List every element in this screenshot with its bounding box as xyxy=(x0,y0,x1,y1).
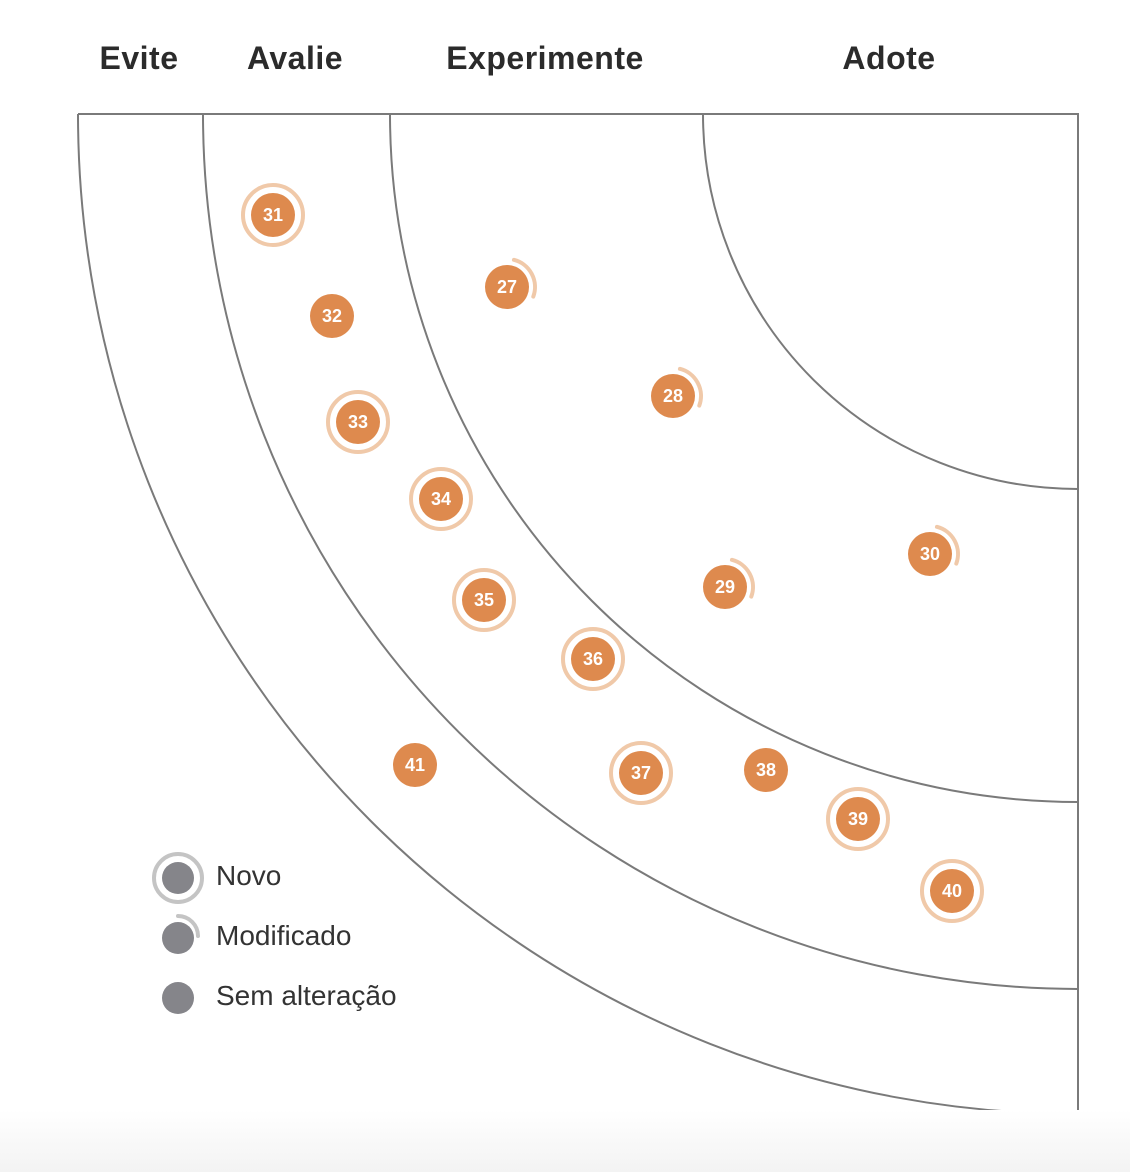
blip-number: 32 xyxy=(322,306,342,326)
blip-29[interactable]: 29 xyxy=(703,557,755,609)
ring-arc-experimente xyxy=(389,113,1079,803)
blip-number: 31 xyxy=(263,205,283,225)
blip-28[interactable]: 28 xyxy=(651,366,703,418)
blip-32[interactable]: 32 xyxy=(310,294,354,338)
blip-modified-arc xyxy=(511,257,537,299)
blip-40[interactable]: 40 xyxy=(920,859,984,923)
blip-dot xyxy=(908,532,952,576)
ring-label-avalie: Avalie xyxy=(246,40,344,76)
legend-novo-icon xyxy=(152,852,204,904)
blip-dot xyxy=(419,477,463,521)
blips-layer: 27 28 29 30 31 32 33 34 35 36 37 38 39 40 41 xyxy=(241,183,984,923)
blip-dot xyxy=(310,294,354,338)
blip-new-ring xyxy=(920,859,984,923)
blip-dot xyxy=(571,637,615,681)
blip-new-ring xyxy=(409,467,473,531)
blip-new-ring xyxy=(241,183,305,247)
ring-label-experimente: Experimente xyxy=(446,40,644,76)
blip-number: 35 xyxy=(474,590,494,610)
legend-label-novo: Novo xyxy=(216,860,282,891)
blip-new-ring xyxy=(326,390,390,454)
blip-dot xyxy=(251,193,295,237)
blip-dot xyxy=(930,869,974,913)
blip-number: 28 xyxy=(663,386,683,406)
blip-35[interactable]: 35 xyxy=(452,568,516,632)
blip-number: 36 xyxy=(583,649,603,669)
blip-30[interactable]: 30 xyxy=(908,524,960,576)
blip-33[interactable]: 33 xyxy=(326,390,390,454)
blip-number: 38 xyxy=(756,760,776,780)
ring-arcs xyxy=(77,113,1079,1115)
blip-dot xyxy=(462,578,506,622)
blip-number: 39 xyxy=(848,809,868,829)
blip-dot xyxy=(651,374,695,418)
blip-number: 37 xyxy=(631,763,651,783)
blip-41[interactable]: 41 xyxy=(393,743,437,787)
legend-item-sem-alteracao: Sem alteração xyxy=(150,966,397,1026)
bottom-band xyxy=(0,1110,1130,1172)
legend-item-modificado: Modificado xyxy=(150,906,397,966)
legend-sem-alteracao-icon xyxy=(162,982,194,1014)
blip-number: 41 xyxy=(405,755,425,775)
blip-number: 30 xyxy=(920,544,940,564)
blip-new-ring xyxy=(452,568,516,632)
blip-dot xyxy=(485,265,529,309)
blip-31[interactable]: 31 xyxy=(241,183,305,247)
blip-number: 34 xyxy=(431,489,451,509)
legend-modificado-icon xyxy=(162,914,200,954)
blip-dot xyxy=(393,743,437,787)
blip-dot xyxy=(619,751,663,795)
blip-number: 33 xyxy=(348,412,368,432)
legend-label-modificado: Modificado xyxy=(216,920,352,951)
blip-number: 40 xyxy=(942,881,962,901)
blip-new-ring xyxy=(826,787,890,851)
blip-37[interactable]: 37 xyxy=(609,741,673,805)
blip-36[interactable]: 36 xyxy=(561,627,625,691)
blip-27[interactable]: 27 xyxy=(485,257,537,309)
ring-arc-avalie xyxy=(202,113,1079,990)
blip-39[interactable]: 39 xyxy=(826,787,890,851)
blip-number: 27 xyxy=(497,277,517,297)
quadrant-frame xyxy=(78,113,1079,1114)
blip-modified-arc xyxy=(934,524,960,566)
blip-dot xyxy=(703,565,747,609)
ring-label-evite: Evite xyxy=(99,40,179,76)
legend: Novo Modificado Sem alteração xyxy=(150,846,397,1026)
blip-38[interactable]: 38 xyxy=(744,748,788,792)
blip-dot xyxy=(744,748,788,792)
blip-new-ring xyxy=(609,741,673,805)
legend-item-novo: Novo xyxy=(150,846,397,906)
ring-label-adote: Adote xyxy=(842,40,936,76)
blip-dot xyxy=(836,797,880,841)
blip-34[interactable]: 34 xyxy=(409,467,473,531)
blip-new-ring xyxy=(561,627,625,691)
legend-label-sem-alteracao: Sem alteração xyxy=(216,980,397,1011)
blip-modified-arc xyxy=(729,557,755,599)
blip-number: 29 xyxy=(715,577,735,597)
ring-arc-adote xyxy=(702,113,1079,490)
ring-arc-evite xyxy=(77,113,1079,1115)
blip-dot xyxy=(336,400,380,444)
blip-modified-arc xyxy=(677,366,703,408)
